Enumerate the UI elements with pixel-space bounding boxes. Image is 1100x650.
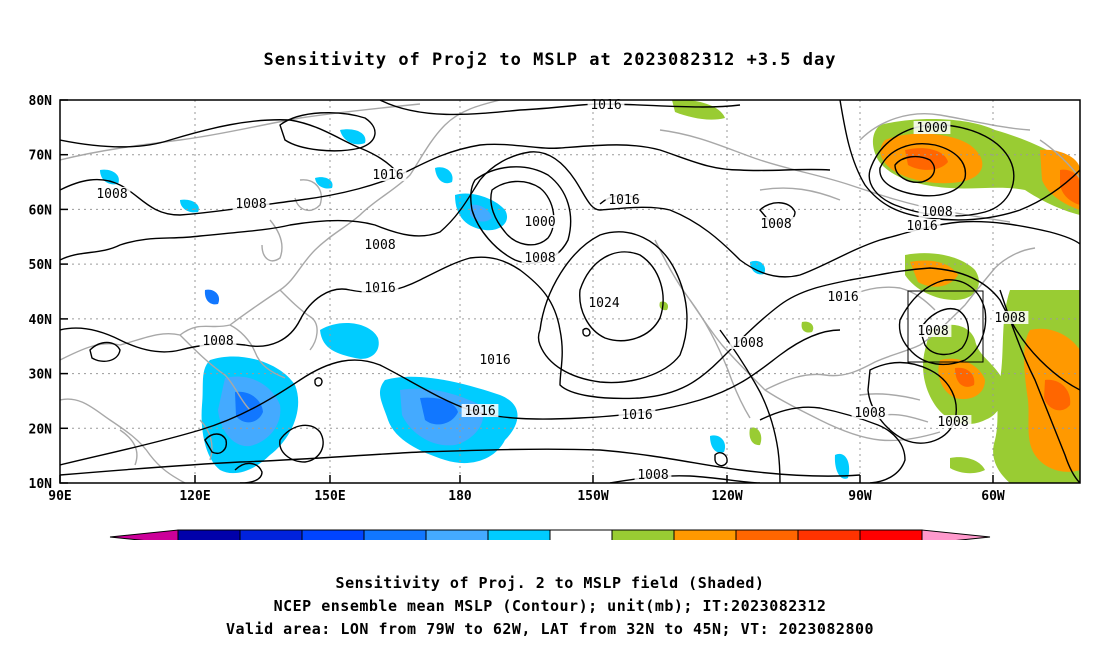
colorbar-swatch	[549, 529, 613, 540]
colorbar-swatch	[239, 529, 303, 540]
contour-label: 1016	[827, 290, 858, 305]
lon-tick-label: 120W	[711, 489, 742, 504]
lat-tick-label: 20N	[29, 422, 53, 437]
caption-line-1: Sensitivity of Proj. 2 to MSLP field (Sh…	[335, 574, 765, 592]
lon-tick-label: 90W	[848, 489, 872, 504]
contour-label: 1008	[760, 217, 791, 232]
lat-tick-label: 30N	[29, 368, 53, 383]
contour-label: 1016	[464, 404, 495, 419]
contour-label: 1008	[854, 406, 885, 421]
lat-tick-label: 50N	[29, 258, 53, 273]
contour-label: 1008	[235, 197, 266, 212]
colorbar-swatch	[611, 529, 675, 540]
colorbar-low-triangle	[109, 529, 179, 540]
contour-label: 1008	[921, 205, 952, 220]
contour-label: 1016	[906, 219, 937, 234]
caption-line-3: Valid area: LON from 79W to 62W, LAT fro…	[225, 620, 875, 638]
map-figure: 1016100810081016100810001008101610241016…	[29, 94, 1081, 540]
contour-label: 1016	[590, 98, 621, 113]
colorbar: -0.9-0.8-0.7-0.6-0.5-0.420.420.50.60.70.…	[109, 529, 991, 540]
colorbar-swatch	[487, 529, 551, 540]
colorbar-high-triangle	[921, 529, 991, 540]
lon-tick-label: 150W	[577, 489, 608, 504]
contour-label: 1000	[524, 215, 555, 230]
colorbar-swatch	[363, 529, 427, 540]
contour-label: 1008	[96, 187, 127, 202]
contour-label: 1008	[202, 334, 233, 349]
colorbar-swatch	[177, 529, 241, 540]
lon-tick-label: 120E	[179, 489, 210, 504]
contour-label: 1008	[732, 336, 763, 351]
caption-line-2: NCEP ensemble mean MSLP (Contour); unit(…	[273, 597, 827, 615]
contour-label: 1024	[588, 296, 619, 311]
lon-tick-label: 180	[448, 489, 472, 504]
contour-label: 1008	[364, 238, 395, 253]
contour-label: 1016	[479, 353, 510, 368]
lon-tick-label: 90E	[48, 489, 71, 504]
contour-label: 1016	[372, 168, 403, 183]
valid-area-box	[907, 290, 984, 363]
lon-tick-label: 150E	[314, 489, 345, 504]
colorbar-swatch	[735, 529, 799, 540]
coastlines	[60, 100, 1080, 483]
colorbar-swatch	[797, 529, 861, 540]
contour-labels: 1016100810081016100810001008101610241016…	[93, 98, 1029, 483]
colorbar-swatch	[425, 529, 489, 540]
lat-tick-label: 80N	[29, 94, 53, 109]
colorbar-swatch	[301, 529, 365, 540]
lat-tick-label: 70N	[29, 149, 53, 164]
contour-label: 1008	[994, 311, 1025, 326]
mslp-contours	[60, 100, 1080, 483]
lat-tick-label: 40N	[29, 313, 53, 328]
contour-label: 1016	[364, 281, 395, 296]
colorbar-swatch	[673, 529, 737, 540]
plot-title: Sensitivity of Proj2 to MSLP at 20230823…	[263, 50, 837, 70]
contour-label: 1016	[608, 193, 639, 208]
lon-tick-label: 60W	[981, 489, 1005, 504]
contour-label: 1016	[621, 408, 652, 423]
contour-label: 1000	[916, 121, 947, 136]
lat-tick-label: 10N	[29, 477, 53, 492]
contour-label: 1008	[637, 468, 668, 483]
contour-label: 1008	[937, 415, 968, 430]
colorbar-swatch	[859, 529, 923, 540]
lat-tick-label: 60N	[29, 203, 53, 218]
sensitivity-shading	[100, 100, 1080, 483]
contour-label: 1008	[917, 324, 948, 339]
contour-label: 1008	[524, 251, 555, 266]
map-frame	[59, 99, 1081, 484]
